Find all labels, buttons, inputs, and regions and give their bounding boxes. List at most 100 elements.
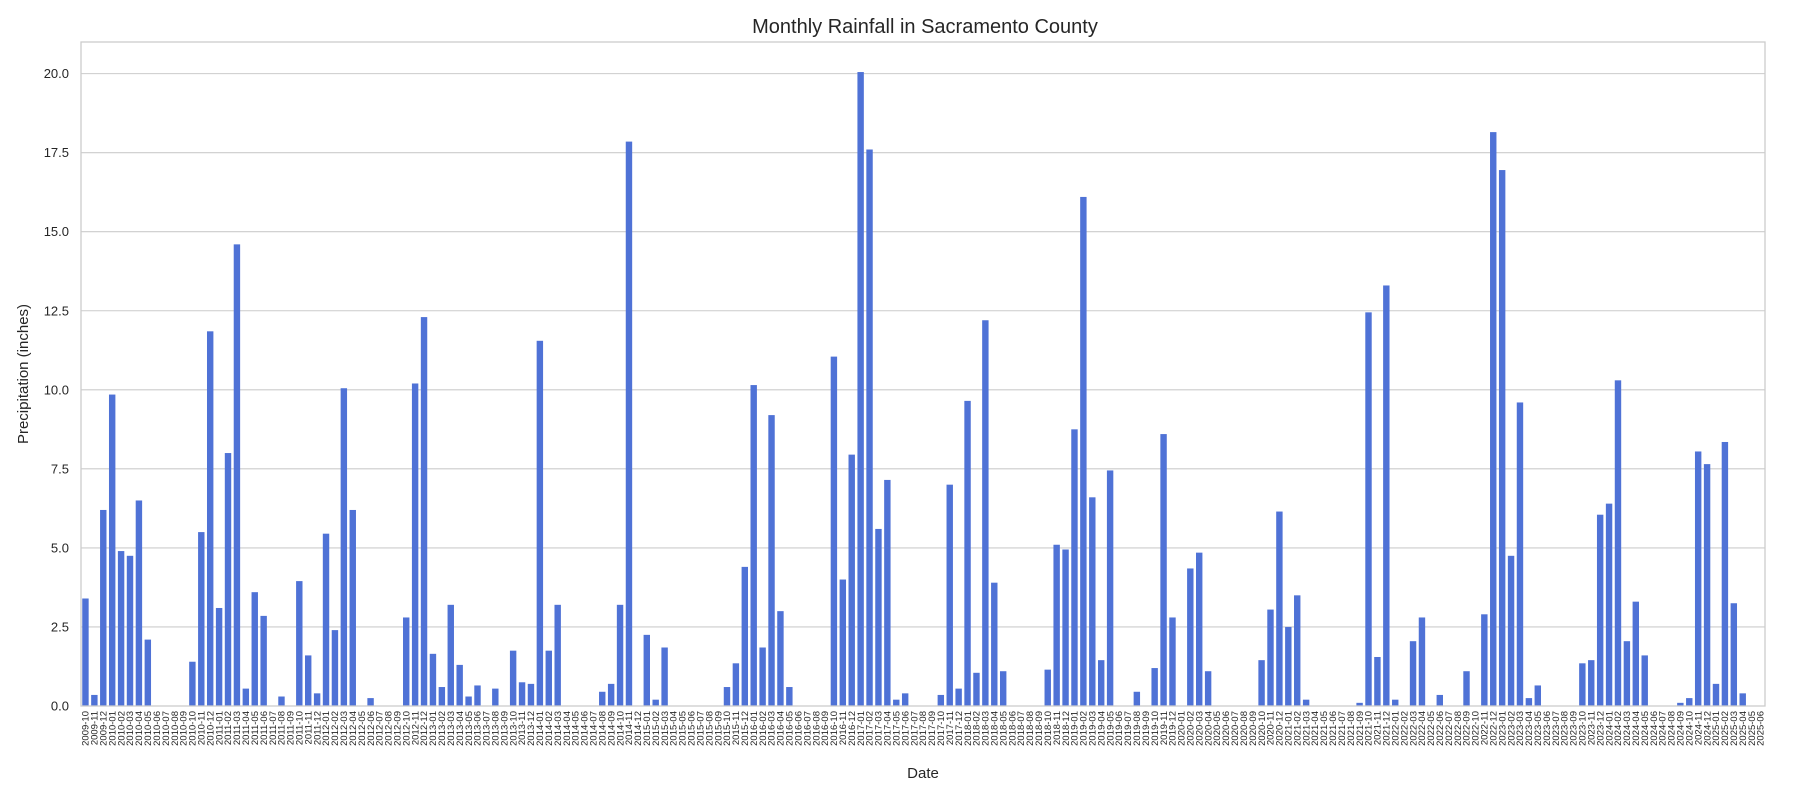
bar-2019-11: [1160, 434, 1167, 706]
bar-2011-02: [224, 453, 232, 706]
x-tick-label: 2013-04: [455, 711, 466, 746]
x-tick-label: 2025-06: [1756, 711, 1767, 746]
x-tick-label: 2012-07: [375, 711, 386, 746]
x-tick-label: 2019-08: [1132, 711, 1143, 746]
x-tick-label: 2014-01: [535, 711, 546, 746]
bar-2022-11: [1481, 614, 1488, 706]
bar-2015-12: [741, 566, 749, 706]
bar-2014-09: [607, 683, 615, 706]
bar-2013-06: [474, 685, 481, 706]
x-tick-label: 2019-06: [1114, 711, 1125, 746]
x-tick-label: 2023-08: [1560, 711, 1571, 746]
bar-2017-11: [946, 484, 953, 706]
x-tick-label: 2018-12: [1061, 711, 1072, 746]
bar-2011-08: [278, 696, 285, 706]
x-tick-label: 2020-04: [1203, 711, 1214, 746]
bar-2022-12: [1490, 132, 1497, 707]
x-tick-label: 2021-12: [1382, 711, 1393, 746]
bar-2023-02: [1507, 555, 1515, 706]
x-tick-label: 2013-10: [508, 711, 519, 746]
bar-2018-12: [1062, 549, 1069, 706]
x-tick-label: 2017-10: [936, 711, 947, 746]
x-tick-label: 2010-01: [107, 711, 118, 746]
bar-2018-03: [982, 320, 989, 706]
y-tick-label: 0.0: [51, 699, 69, 714]
x-tick-label: 2019-07: [1123, 711, 1134, 746]
x-tick-label: 2013-11: [517, 711, 528, 745]
x-tick-label: 2024-07: [1658, 711, 1669, 746]
bar-2010-02: [117, 551, 125, 706]
bar-2023-03: [1516, 402, 1524, 706]
x-tick-label: 2022-05: [1426, 711, 1437, 746]
bar-2010-04: [135, 500, 143, 706]
bar-2020-02: [1187, 568, 1194, 706]
x-tick-label: 2014-10: [615, 711, 626, 746]
x-tick-label: 2016-05: [785, 711, 796, 746]
x-tick-label: 2010-12: [205, 711, 216, 746]
x-tick-label: 2010-11: [196, 711, 207, 745]
x-tick-label: 2011-11: [303, 711, 314, 744]
bar-2017-06: [901, 693, 909, 706]
x-tick-label: 2016-08: [811, 711, 822, 746]
x-tick-label: 2016-09: [820, 711, 831, 746]
bar-2014-11: [625, 141, 633, 707]
bar-2023-10: [1579, 663, 1586, 706]
x-tick-label: 2010-03: [125, 711, 136, 746]
x-tick-label: 2011-09: [286, 711, 297, 745]
y-tick-label: 20.0: [44, 66, 69, 81]
x-tick-label: 2025-01: [1711, 711, 1722, 746]
x-tick-label: 2012-02: [330, 711, 341, 746]
bar-2013-03: [447, 604, 454, 706]
x-tick-label: 2013-12: [526, 711, 537, 746]
x-axis-label: Date: [907, 765, 939, 782]
x-tick-labels: 2009-102009-112009-122010-012010-022010-…: [81, 711, 1767, 746]
x-tick-label: 2009-10: [81, 711, 92, 746]
chart-title: Monthly Rainfall in Sacramento County: [752, 16, 1098, 38]
x-tick-label: 2020-09: [1248, 711, 1259, 746]
x-tick-label: 2016-04: [776, 711, 787, 746]
x-tick-label: 2015-12: [740, 711, 751, 746]
x-tick-label: 2021-11: [1373, 711, 1384, 745]
x-tick-label: 2024-03: [1622, 711, 1633, 746]
x-tick-label: 2020-08: [1239, 711, 1250, 746]
x-tick-label: 2010-05: [143, 711, 154, 746]
x-tick-label: 2019-04: [1096, 711, 1107, 746]
x-tick-label: 2019-03: [1087, 711, 1098, 746]
bar-2021-03: [1302, 699, 1310, 706]
x-tick-label: 2022-02: [1399, 711, 1410, 746]
y-tick-labels: 0.0 2.5 5.0 7.5 10.0 12.5 15.0 17.5 20.0: [44, 66, 69, 713]
y-tick-label: 12.5: [44, 303, 69, 318]
x-tick-label: 2013-02: [437, 711, 448, 746]
x-tick-label: 2024-06: [1649, 711, 1660, 746]
x-tick-label: 2020-05: [1212, 711, 1223, 746]
x-tick-label: 2022-12: [1488, 711, 1499, 746]
bar-2024-11: [1694, 451, 1702, 706]
x-tick-label: 2025-03: [1729, 711, 1740, 746]
bar-2015-10: [723, 687, 731, 706]
x-tick-label: 2012-11: [410, 711, 421, 745]
bar-2010-12: [206, 331, 214, 706]
x-tick-label: 2017-03: [874, 711, 885, 746]
bar-2013-04: [456, 664, 463, 706]
bar-2016-03: [768, 415, 775, 706]
bar-2021-10: [1365, 312, 1372, 706]
bar-2016-05: [786, 687, 793, 706]
x-tick-label: 2020-01: [1177, 711, 1188, 746]
x-tick-label: 2023-12: [1595, 711, 1606, 746]
bar-2025-04: [1739, 693, 1746, 706]
x-tick-label: 2023-10: [1578, 711, 1589, 746]
x-tick-label: 2011-08: [277, 711, 288, 745]
bar-2019-08: [1133, 691, 1141, 706]
x-tick-label: 2022-10: [1471, 711, 1482, 746]
x-tick-label: 2010-09: [179, 711, 190, 746]
bar-2022-03: [1409, 641, 1417, 706]
bar-2015-02: [652, 699, 659, 706]
x-tick-label: 2012-03: [339, 711, 350, 746]
x-tick-label: 2010-10: [188, 711, 199, 746]
x-tick-label: 2016-10: [829, 711, 840, 746]
x-tick-label: 2023-02: [1506, 711, 1517, 746]
x-tick-label: 2019-11: [1159, 711, 1170, 745]
bar-2018-05: [999, 671, 1007, 706]
x-tick-label: 2019-02: [1079, 711, 1090, 746]
x-tick-label: 2015-01: [642, 711, 653, 746]
